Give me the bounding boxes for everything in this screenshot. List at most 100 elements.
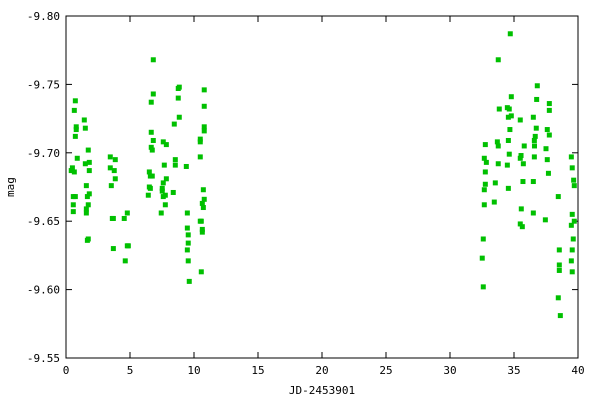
y-tick-label: -9.60 [27,284,60,297]
y-tick-label: -9.75 [27,78,60,91]
x-tick-label: 15 [251,364,264,377]
data-point [160,180,166,186]
data-point [183,163,189,169]
data-point [125,243,131,249]
data-point [520,161,526,167]
data-point [197,136,203,142]
data-point [149,147,155,153]
data-point [492,180,498,186]
data-point [73,124,79,130]
data-point [201,103,207,109]
data-point [84,237,90,243]
data-point [197,139,203,145]
data-point [145,192,151,198]
data-point [532,133,538,139]
data-point [546,101,552,107]
data-point [530,179,536,185]
data-point [517,221,523,227]
data-point [150,57,156,63]
data-point [569,269,575,275]
data-point [112,157,118,163]
data-point [70,209,76,215]
data-point [108,183,114,189]
data-point [159,185,165,191]
x-axis-label: JD-2453901 [289,384,355,397]
data-point [568,222,574,228]
data-point [73,127,79,133]
data-point [85,147,91,153]
data-point [107,165,113,171]
data-point [546,132,552,138]
data-point [569,247,575,253]
data-points [68,31,577,319]
data-point [184,247,190,253]
data-point [507,127,513,133]
data-point [569,165,575,171]
data-point [542,217,548,223]
data-point [158,210,164,216]
x-tick-label: 40 [571,364,584,377]
data-point [507,31,513,37]
data-point [504,162,510,168]
data-point [491,199,497,205]
data-point [74,155,80,161]
data-point [506,106,512,112]
data-point [531,143,537,149]
y-tick-label: -9.55 [27,352,60,365]
data-point [172,157,178,163]
data-point [571,177,577,183]
data-point [569,211,575,217]
data-point [201,87,207,93]
data-point [556,247,562,253]
data-point [201,196,207,202]
plot-frame [65,15,579,359]
data-point [520,179,526,185]
axis-ticks: 0 5 10 15 20 25 30 35 40 -9.55 -9.60 -9.65 -9.70 -9.7… [27,10,585,377]
data-point [171,121,177,127]
x-tick-label: 30 [443,364,456,377]
data-point [148,129,154,135]
data-point [72,98,78,104]
data-point [184,210,190,216]
data-point [112,176,118,182]
data-point [110,246,116,252]
data-point [159,188,165,194]
data-point [571,218,577,224]
data-point [481,187,487,193]
data-point [508,94,514,100]
data-point [150,137,156,143]
data-point [149,173,155,179]
data-point [556,267,562,273]
data-point [494,139,500,145]
data-point [517,117,523,123]
data-point [534,96,540,102]
data-point [530,114,536,120]
data-point [555,295,561,301]
data-point [495,161,501,167]
data-point [517,155,523,161]
data-point [519,224,525,230]
data-point [201,128,207,134]
data-point [198,269,204,275]
data-point [201,124,207,130]
data-point [546,107,552,113]
data-point [86,168,92,174]
data-point [571,183,577,189]
data-point [200,205,206,211]
data-point [481,155,487,161]
data-point [176,84,182,90]
x-tick-label: 5 [127,364,134,377]
data-point [199,229,205,235]
data-point [68,168,74,174]
data-point [495,57,501,63]
data-point [557,313,563,319]
data-point [521,143,527,149]
data-point [200,187,206,193]
data-point [496,106,502,112]
data-point [162,202,168,208]
data-point [161,162,167,168]
data-point [111,168,117,174]
data-point [83,183,89,189]
data-point [481,202,487,208]
